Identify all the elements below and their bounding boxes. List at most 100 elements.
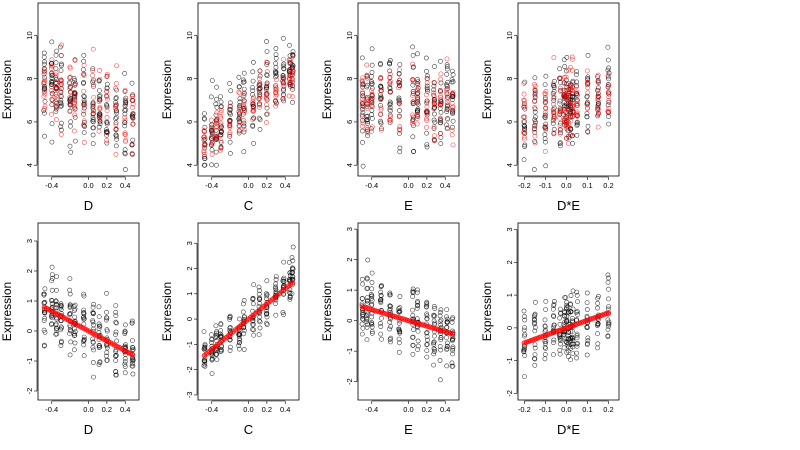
data-point (414, 305, 420, 311)
data-point (437, 358, 443, 363)
data-point (595, 91, 601, 96)
highlight-point (257, 95, 263, 101)
highlight-point (532, 99, 538, 105)
highlight-point (250, 108, 256, 114)
data-point (53, 109, 59, 114)
data-point (584, 114, 590, 120)
data-point (280, 63, 286, 69)
x-tick-label: 0.0 (403, 181, 413, 190)
data-point (415, 328, 421, 334)
highlight-point (90, 101, 96, 107)
data-point (364, 133, 370, 139)
data-point (410, 334, 416, 340)
highlight-point (240, 103, 246, 109)
y-tick-label: 3 (25, 239, 34, 243)
data-point (532, 90, 538, 96)
data-point (450, 111, 455, 116)
data-point (396, 130, 402, 136)
highlight-point (81, 62, 87, 68)
data-point (67, 291, 73, 297)
data-point (59, 325, 64, 331)
data-point (415, 76, 420, 82)
y-tick-label: 1 (505, 293, 514, 297)
data-point (250, 123, 256, 129)
x-tick-label: -0.2 (518, 181, 531, 190)
data-point (280, 73, 286, 78)
highlight-point (415, 82, 421, 88)
x-tick-label: -0.4 (365, 405, 378, 414)
data-point (72, 306, 78, 312)
data-point (241, 149, 247, 155)
highlight-point (81, 108, 87, 114)
data-point (81, 307, 86, 313)
data-point (378, 289, 384, 295)
data-point (289, 255, 295, 260)
data-point (209, 340, 214, 345)
data-point (438, 347, 443, 353)
data-point (41, 61, 47, 67)
highlight-point (129, 151, 135, 157)
highlight-point (209, 122, 215, 128)
data-point (68, 119, 74, 125)
x-tick-label: 0.4 (120, 405, 130, 414)
highlight-point (542, 113, 548, 118)
data-point (49, 275, 55, 281)
highlight-point (130, 110, 136, 116)
data-point (532, 342, 538, 347)
highlight-point (122, 139, 128, 145)
data-point (551, 314, 557, 319)
highlight-point (574, 113, 580, 119)
data-point (256, 318, 262, 324)
data-point (90, 360, 96, 365)
highlight-point (359, 78, 365, 84)
y-tick-label: 8 (25, 77, 34, 81)
data-point (281, 61, 287, 67)
highlight-point (521, 134, 527, 140)
data-point (557, 98, 563, 104)
data-point (201, 329, 207, 334)
y-tick-label: 3 (345, 227, 354, 231)
highlight-point (251, 94, 257, 100)
data-point (425, 73, 430, 79)
data-point (424, 299, 430, 305)
data-point (450, 351, 455, 357)
panel-1: -0.4 0.0 0.2 0.4 4 6 8 10 D Expression (0, 2, 140, 213)
highlight-point (90, 73, 96, 78)
data-point (263, 311, 269, 317)
highlight-point (290, 67, 296, 73)
highlight-point (531, 127, 537, 133)
data-point (396, 306, 402, 312)
data-point (41, 54, 47, 60)
data-point (53, 52, 59, 58)
data-point (424, 330, 429, 336)
x-axis-title: D*E (557, 198, 580, 213)
highlight-point (97, 68, 103, 73)
data-point (97, 359, 103, 365)
data-point (522, 346, 527, 351)
data-point (228, 88, 234, 94)
data-point (424, 316, 430, 322)
data-point (90, 310, 96, 315)
data-point (543, 340, 548, 346)
data-point (281, 98, 287, 104)
data-point (522, 142, 528, 148)
y-tick-label: 4 (345, 163, 354, 167)
data-point (42, 299, 48, 305)
highlight-point (251, 105, 257, 110)
data-point (209, 78, 215, 83)
highlight-point (218, 107, 224, 113)
data-point (410, 294, 415, 299)
highlight-point (81, 140, 87, 145)
data-point (522, 325, 527, 330)
data-point (290, 87, 295, 92)
data-point (570, 351, 576, 356)
data-point (387, 58, 393, 63)
highlight-point (58, 132, 64, 137)
highlight-point (410, 61, 416, 67)
x-tick-label: -0.4 (45, 181, 58, 190)
x-tick-label: 0.4 (440, 405, 450, 414)
data-point (227, 348, 233, 353)
highlight-point (565, 92, 571, 98)
data-point (41, 318, 47, 323)
highlight-point (566, 100, 572, 106)
